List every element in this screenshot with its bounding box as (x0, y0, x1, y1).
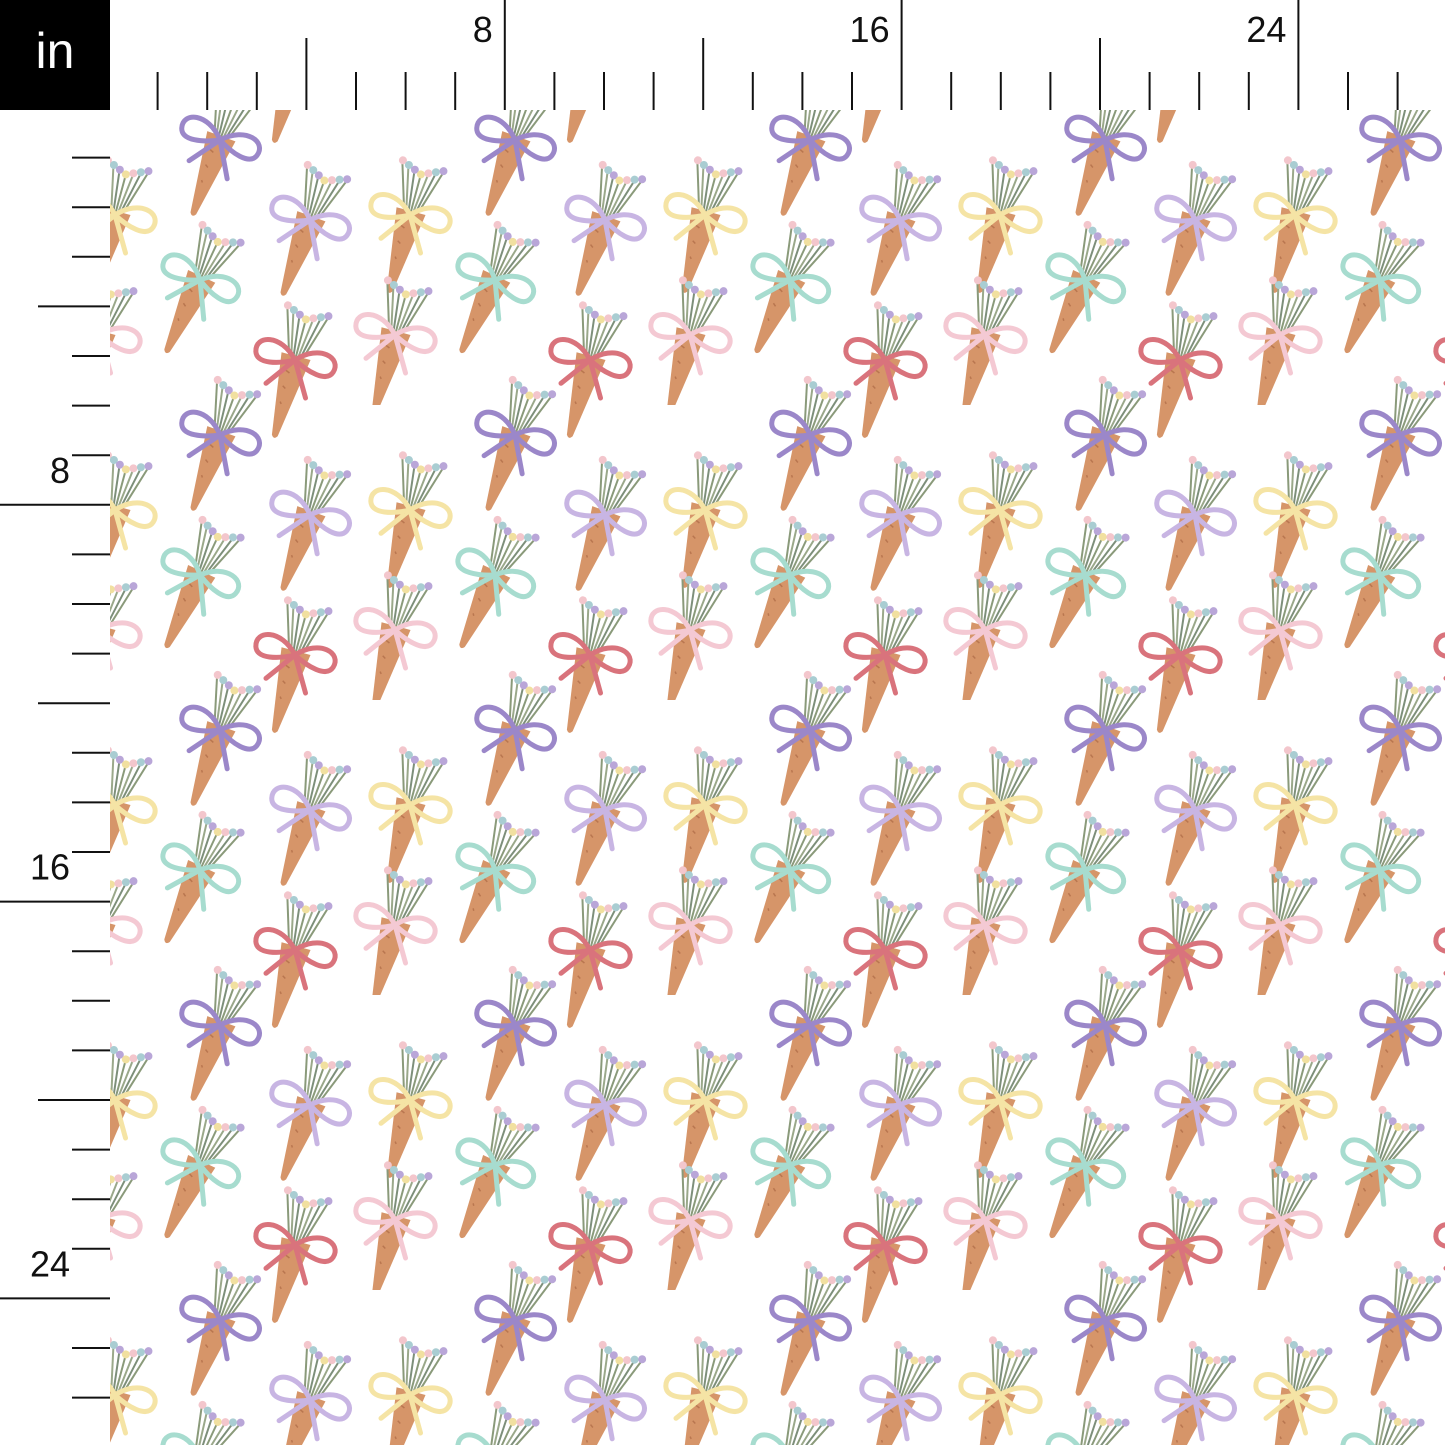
left-ruler-label: 16 (30, 847, 70, 888)
left-ruler-label: 8 (50, 450, 70, 491)
top-ruler (110, 0, 1445, 110)
unit-label: in (36, 23, 75, 79)
carrot-pattern (110, 110, 1445, 1445)
top-ruler-label: 24 (1246, 9, 1286, 50)
left-ruler (0, 110, 110, 1445)
top-ruler-label: 8 (473, 9, 493, 50)
unit-box (0, 0, 110, 110)
top-ruler-label: 16 (850, 9, 890, 50)
ruler-ticks (0, 0, 1399, 1399)
left-ruler-label: 24 (30, 1243, 70, 1284)
